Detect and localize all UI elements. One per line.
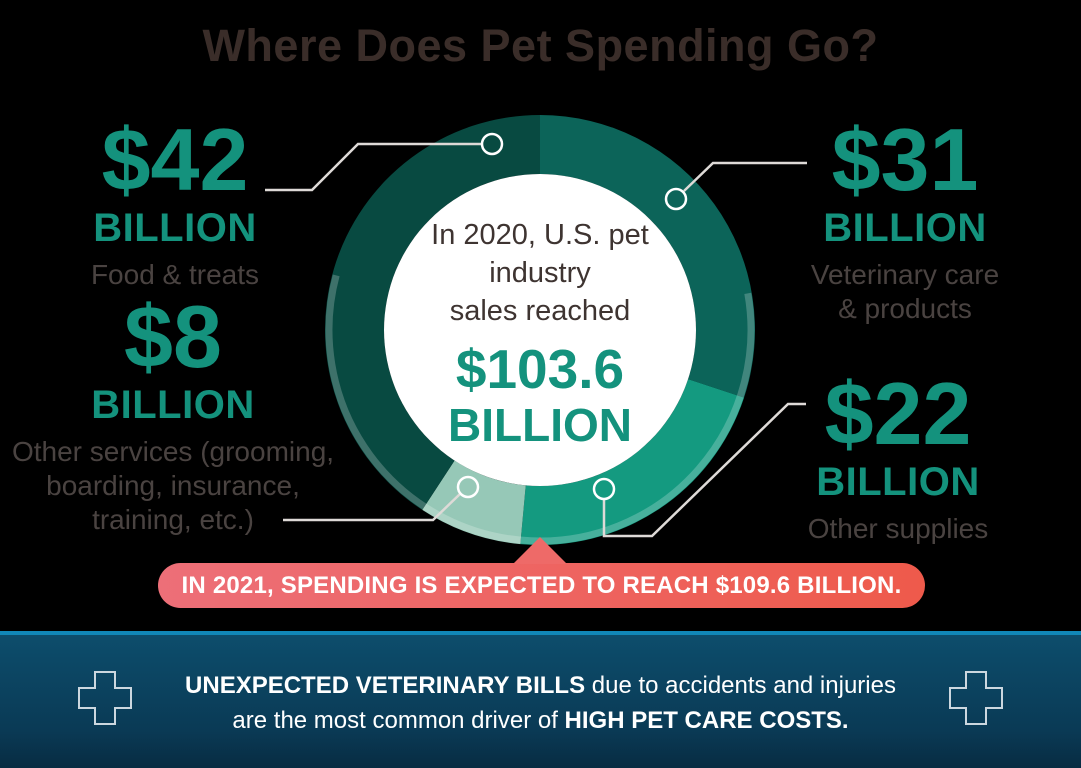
supplies-unit: BILLION [816,459,980,504]
center-total-value: $103.6 [455,338,625,400]
food-unit: BILLION [93,205,257,250]
food-amount: $42 [101,110,249,209]
callout-veterinary: $31 BILLION Veterinary care & products [780,110,1030,326]
footer-line-2: are the most common driver of HIGH PET C… [0,703,1081,738]
projection-banner-text: IN 2021, SPENDING IS EXPECTED TO REACH $… [181,572,902,599]
donut-center-disc [384,174,696,486]
leader-line-food [265,142,481,192]
projection-banner: IN 2021, SPENDING IS EXPECTED TO REACH $… [158,537,925,608]
marker-circle-vet [664,187,688,211]
vet-label-line1: Veterinary care [810,258,1000,290]
vet-unit: BILLION [823,205,987,250]
callout-other-supplies: $22 BILLION Other supplies [778,364,1018,546]
footer-text: UNEXPECTED VETERINARY BILLS due to accid… [0,668,1081,738]
footer-regular-2: are the most common driver of [232,707,565,734]
donut-segment-1 [520,379,745,545]
footer-regular-1: due to accidents and injuries [585,672,896,699]
callout-other-services: $8 BILLION Other services (grooming, boa… [8,287,338,537]
marker-circle-services [456,475,480,499]
donut-segment-0 [540,115,755,398]
leader-lines [265,142,807,538]
donut-center-text: In 2020, U.S. pet industry sales reached… [385,216,695,452]
supplies-label: Other supplies [807,512,989,544]
center-line-2: industry [489,257,591,289]
footer-bold-2: HIGH PET CARE COSTS. [564,707,849,734]
center-line-3: sales reached [449,295,631,327]
vet-label: Veterinary care & products [780,258,1030,326]
medical-cross-icon [949,671,1003,730]
leader-line-vet [683,161,807,192]
center-total-unit: BILLION [448,399,632,451]
food-label: Food & treats [90,258,260,290]
services-label-line3: training, etc.) [92,503,254,535]
services-label-line1: Other services (grooming, [11,435,335,467]
marker-circle-food [480,132,504,156]
page-title: Where Does Pet Spending Go? [202,20,879,71]
footer-line-1: UNEXPECTED VETERINARY BILLS due to accid… [0,668,1081,703]
services-label-line2: boarding, insurance, [46,469,300,501]
supplies-amount: $22 [824,364,972,463]
center-line-1: In 2020, U.S. pet [431,219,649,251]
services-amount: $8 [124,287,222,386]
marker-circle-supplies [592,477,616,501]
vet-amount: $31 [831,110,979,209]
vet-label-line2: & products [838,292,972,324]
leader-line-services [283,492,462,522]
services-label: Other services (grooming, boarding, insu… [8,435,338,537]
services-unit: BILLION [91,382,255,427]
leader-markers [456,132,688,501]
footer-bold-1: UNEXPECTED VETERINARY BILLS [185,672,586,699]
donut-segments [325,115,755,545]
callout-food-treats: $42 BILLION Food & treats [55,110,295,292]
donut-segment-2 [422,460,526,545]
donut-segment-3 [325,115,540,510]
footer-panel: UNEXPECTED VETERINARY BILLS due to accid… [0,631,1081,768]
banner-pointer-triangle [513,537,567,564]
leader-line-supplies [602,402,806,538]
medical-cross-icon [78,671,132,730]
